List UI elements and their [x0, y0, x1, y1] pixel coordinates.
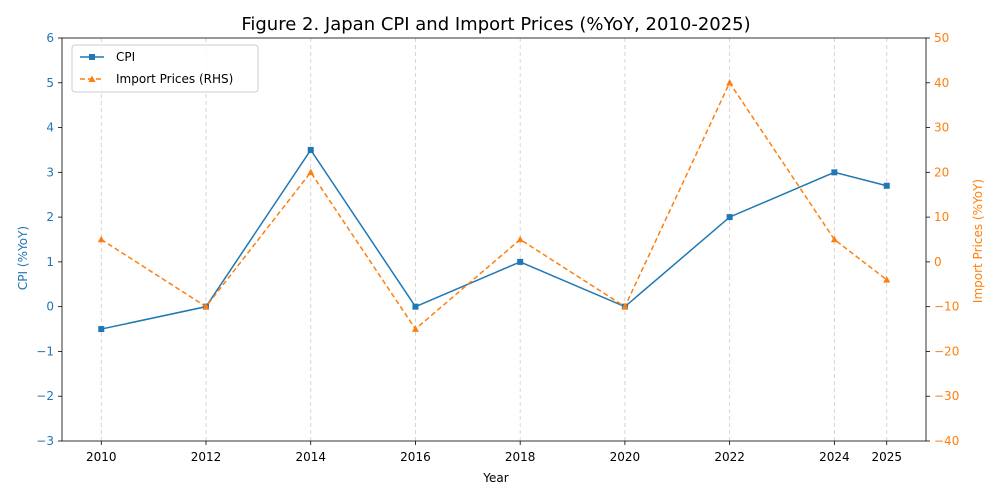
y-left-tick-label: 2 [46, 210, 54, 224]
x-tick-label: 2018 [505, 450, 536, 464]
y-right-tick-label: 50 [934, 31, 949, 45]
data-point-import [621, 302, 629, 310]
y-right-tick-label: 20 [934, 165, 949, 179]
y-right-tick-label: −10 [934, 300, 959, 314]
data-point-cpi [98, 326, 105, 333]
series-line-0 [101, 148, 887, 330]
x-tick-label: 2012 [191, 450, 222, 464]
y-right-tick-label: −40 [934, 434, 959, 448]
x-tick-label: 2025 [871, 450, 902, 464]
axes [61, 37, 927, 442]
data-point-import [883, 276, 891, 283]
x-tick-label: 2024 [819, 450, 850, 464]
y-left-tick-label: 1 [46, 255, 54, 269]
y-right-tick-label: 10 [934, 210, 949, 224]
data-point-import [202, 302, 210, 310]
x-tick-label: 2020 [610, 450, 641, 464]
x-tick-label: 2010 [86, 450, 117, 464]
y-left-tick-label: 0 [46, 300, 54, 314]
y-axis-left-title: CPI (%YoY) [16, 226, 30, 290]
data-point-import [516, 235, 524, 243]
x-tick-label: 2022 [714, 450, 745, 464]
y-right-tick-label: 0 [934, 255, 942, 269]
y-left-tick-label: 4 [46, 121, 54, 135]
legend-box [71, 44, 259, 93]
y-axis-right-title: Import Prices (%YoY) [971, 179, 985, 303]
legend-import-marker [88, 75, 96, 82]
ticks: 2010 2012 2014 2016 2018 2020 2022 2024 2025−3−2… [36, 31, 959, 464]
y-right-tick-label: −30 [934, 389, 959, 403]
y-left-tick-label: 6 [46, 31, 54, 45]
y-left-tick-label: 3 [46, 165, 54, 179]
data-point-cpi [307, 146, 314, 153]
series-line-1 [100, 81, 888, 331]
data-point-cpi [883, 182, 890, 189]
legend-cpi-marker [89, 54, 95, 60]
y-left-tick-label: −1 [36, 344, 54, 358]
legend-import-label: Import Prices (RHS) [116, 72, 233, 86]
y-right-tick-label: 30 [934, 121, 949, 135]
data-point-import [830, 235, 838, 243]
data-point-import [97, 235, 105, 243]
legend-cpi-label: CPI [116, 50, 135, 64]
data-point-import [307, 168, 315, 176]
data-point-import [411, 325, 419, 332]
data-point-cpi [726, 214, 733, 221]
x-axis-title: Year [482, 471, 508, 485]
data-point-import [726, 78, 734, 86]
y-left-tick-label: −3 [36, 434, 54, 448]
vertical-grid [100, 38, 888, 441]
y-right-tick-label: −20 [934, 344, 959, 358]
y-left-tick-label: −2 [36, 389, 54, 403]
series-layer [97, 78, 891, 333]
y-right-tick-label: 40 [934, 76, 949, 90]
data-point-cpi [517, 258, 524, 265]
y-left-tick-label: 5 [46, 76, 54, 90]
plot-frame [61, 37, 927, 442]
chart-title: Figure 2. Japan CPI and Import Prices (%… [241, 14, 750, 35]
x-tick-label: 2016 [400, 450, 431, 464]
data-point-cpi [412, 303, 419, 310]
data-point-cpi [831, 169, 838, 176]
legend: CPI Import Prices (RHS) [71, 44, 259, 93]
x-tick-label: 2014 [295, 450, 326, 464]
